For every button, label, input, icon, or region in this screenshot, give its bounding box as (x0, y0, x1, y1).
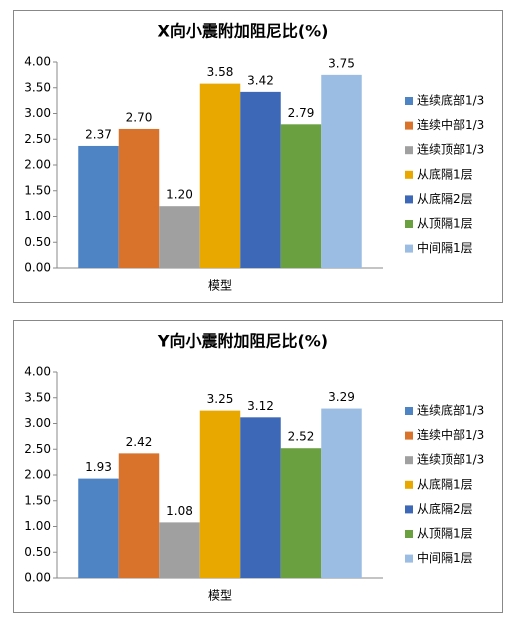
bar (280, 124, 322, 268)
bar (159, 206, 200, 268)
y-tick-label: 2.50 (24, 442, 51, 456)
legend-swatch (405, 97, 413, 105)
bar (199, 410, 241, 578)
data-label: 3.75 (328, 56, 355, 70)
y-tick-label: 3.50 (24, 80, 51, 94)
data-label: 2.52 (288, 430, 315, 444)
bar (118, 128, 160, 268)
chart: Y向小震附加阻尼比(%) 0.00 0.50 1.00 1.50 2.00 2.50 3.00… (13, 320, 503, 613)
legend-swatch (405, 244, 413, 253)
y-tick-label: 2.00 (24, 158, 51, 172)
legend-label: 连续底部1/3 (417, 403, 484, 418)
data-label: 2.70 (126, 110, 153, 124)
y-tick-label: 1.50 (24, 493, 51, 507)
legend-label: 连续中部1/3 (417, 117, 484, 132)
chart-title: Y向小震附加阻尼比(%) (157, 332, 328, 351)
x-tick-label: 模型 (208, 279, 232, 293)
data-label: 2.37 (85, 127, 112, 141)
y-tick-label: 3.00 (24, 106, 51, 120)
chart-title: X向小震附加阻尼比(%) (158, 22, 329, 41)
y-tick-label: 2.50 (24, 132, 51, 146)
bar (240, 417, 281, 578)
legend-swatch (405, 431, 413, 440)
data-label: 3.12 (247, 399, 274, 413)
legend-label: 从顶隔1层 (417, 217, 473, 231)
data-label: 3.58 (207, 65, 234, 79)
data-label: 1.20 (166, 188, 193, 202)
chart: X向小震附加阻尼比(%) 0.00 0.50 1.00 1.50 2.00 2.50 3.00… (13, 10, 503, 303)
y-tick-label: 3.00 (24, 416, 51, 430)
bar (78, 478, 119, 578)
legend-label: 连续底部1/3 (417, 93, 484, 108)
bar (321, 74, 362, 268)
data-label: 3.25 (207, 392, 234, 406)
legend-swatch (405, 505, 413, 514)
y-tick-label: 2.00 (24, 468, 51, 482)
y-tick-label: 4.00 (24, 55, 51, 69)
bar (118, 453, 160, 578)
bar (78, 145, 119, 268)
data-label: 3.29 (328, 390, 355, 404)
bar (280, 448, 322, 578)
y-tick-label: 0.50 (24, 235, 51, 249)
legend-label: 从底隔2层 (417, 501, 473, 516)
y-tick-label: 1.00 (24, 209, 51, 223)
bar (321, 408, 362, 578)
data-label: 2.42 (126, 435, 153, 449)
legend-swatch (405, 407, 413, 415)
y-tick-label: 0.00 (24, 261, 51, 275)
y-tick-label: 1.00 (24, 519, 51, 533)
data-label: 1.08 (166, 504, 193, 518)
bar (199, 83, 241, 268)
bar (240, 91, 281, 269)
legend-swatch (405, 195, 413, 204)
legend-swatch (405, 554, 413, 563)
data-label: 3.42 (247, 73, 274, 87)
legend-label: 从底隔1层 (417, 166, 473, 181)
legend-swatch (405, 121, 413, 130)
legend-label: 中间隔1层 (417, 550, 473, 565)
legend-label: 连续顶部1/3 (417, 452, 484, 467)
legend-label: 连续中部1/3 (417, 427, 484, 442)
legend-swatch (405, 480, 413, 489)
legend-label: 从底隔1层 (417, 476, 473, 491)
y-tick-label: 3.50 (24, 390, 51, 404)
bar (159, 522, 200, 578)
data-label: 1.93 (85, 460, 112, 474)
y-tick-label: 1.50 (24, 183, 51, 197)
legend-swatch (405, 220, 413, 228)
legend-label: 中间隔1层 (417, 240, 473, 255)
legend-swatch (405, 530, 413, 538)
legend-swatch (405, 456, 413, 465)
legend-swatch (405, 146, 413, 155)
y-tick-label: 4.00 (24, 365, 51, 379)
data-label: 2.79 (288, 106, 315, 120)
legend-label: 连续顶部1/3 (417, 142, 484, 157)
legend-label: 从顶隔1层 (417, 527, 473, 541)
y-tick-label: 0.00 (24, 571, 51, 585)
y-tick-label: 0.50 (24, 545, 51, 559)
legend-label: 从底隔2层 (417, 191, 473, 206)
x-tick-label: 模型 (208, 589, 232, 603)
legend-swatch (405, 170, 413, 179)
